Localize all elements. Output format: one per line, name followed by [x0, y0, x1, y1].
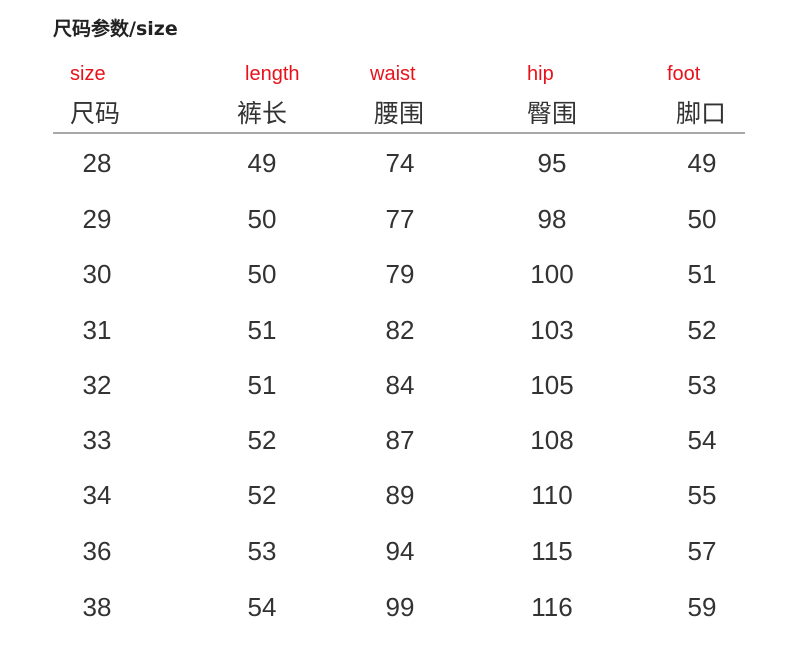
- column-header-waist: 腰围: [374, 99, 425, 128]
- cell-foot: 51: [687, 259, 717, 289]
- header-divider: [53, 132, 745, 134]
- cell-length: 52: [247, 480, 277, 510]
- cell-size: 33: [82, 425, 112, 455]
- cell-size: 32: [82, 370, 112, 400]
- column-header-foot: 脚口: [676, 99, 727, 128]
- cell-hip: 105: [530, 370, 574, 400]
- cell-hip: 115: [531, 536, 573, 566]
- cell-hip: 116: [531, 592, 573, 622]
- cell-waist: 87: [385, 425, 415, 455]
- cell-foot: 55: [687, 480, 717, 510]
- column-header-hip: 臀围: [527, 99, 578, 128]
- column-label-en-hip: hip: [527, 63, 554, 85]
- cell-foot: 57: [687, 536, 717, 566]
- cell-waist: 94: [385, 536, 415, 566]
- cell-size: 30: [82, 259, 112, 289]
- cell-waist: 79: [385, 259, 415, 289]
- cell-size: 36: [82, 536, 112, 566]
- cell-hip: 98: [537, 204, 567, 234]
- cell-length: 51: [247, 315, 277, 345]
- cell-hip: 103: [530, 315, 574, 345]
- cell-waist: 99: [385, 592, 415, 622]
- cell-length: 53: [247, 536, 277, 566]
- cell-foot: 52: [687, 315, 717, 345]
- cell-foot: 49: [687, 148, 717, 178]
- cell-waist: 84: [385, 370, 415, 400]
- cell-length: 49: [247, 148, 277, 178]
- cell-foot: 59: [687, 592, 717, 622]
- cell-waist: 77: [385, 204, 415, 234]
- cell-length: 52: [247, 425, 277, 455]
- cell-length: 50: [247, 204, 277, 234]
- column-label-en-waist: waist: [370, 63, 416, 85]
- column-label-en-length: length: [245, 63, 300, 85]
- cell-foot: 50: [687, 204, 717, 234]
- cell-hip: 108: [530, 425, 574, 455]
- cell-size: 31: [82, 315, 112, 345]
- page-title: 尺码参数/size: [53, 18, 178, 40]
- cell-hip: 95: [537, 148, 567, 178]
- cell-size: 29: [82, 204, 112, 234]
- cell-waist: 74: [385, 148, 415, 178]
- cell-length: 50: [247, 259, 277, 289]
- cell-waist: 89: [385, 480, 415, 510]
- cell-hip: 100: [530, 259, 574, 289]
- cell-length: 51: [247, 370, 277, 400]
- cell-waist: 82: [385, 315, 415, 345]
- column-header-size: 尺码: [70, 99, 121, 128]
- cell-size: 28: [82, 148, 112, 178]
- column-label-en-foot: foot: [667, 63, 701, 85]
- cell-size: 38: [82, 592, 112, 622]
- cell-foot: 54: [687, 425, 717, 455]
- column-label-en-size: size: [70, 63, 106, 85]
- cell-foot: 53: [687, 370, 717, 400]
- cell-size: 34: [82, 480, 112, 510]
- column-header-length: 裤长: [237, 99, 288, 128]
- cell-hip: 110: [531, 480, 573, 510]
- cell-length: 54: [247, 592, 277, 622]
